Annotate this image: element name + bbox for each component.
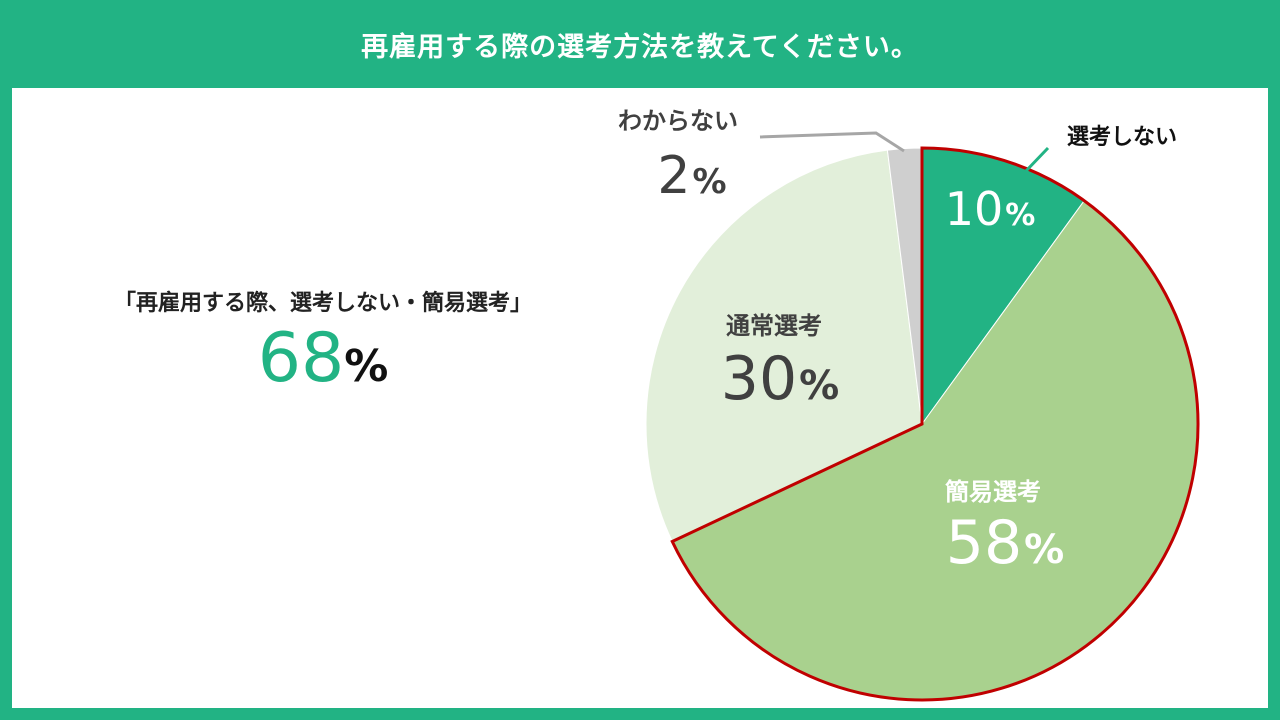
slice-label-3: 通常選考 bbox=[726, 312, 822, 340]
slice-label-1: 選考しない bbox=[1067, 125, 1177, 150]
slice-label-4: わからない bbox=[618, 107, 738, 135]
slice-value-4: 2% bbox=[657, 146, 726, 206]
summary-number: 68 bbox=[257, 319, 345, 398]
highlight-outline bbox=[670, 146, 1200, 702]
summary-unit: % bbox=[344, 341, 389, 392]
callout-line-4 bbox=[759, 131, 905, 153]
slice-value-3: 30% bbox=[721, 344, 839, 414]
pie-slice-3 bbox=[645, 149, 923, 543]
slice-value-2: 58% bbox=[946, 508, 1064, 578]
callout-line-1 bbox=[1023, 146, 1050, 174]
summary-label: 「再雇用する際、選考しない・簡易選考」 bbox=[113, 291, 532, 316]
slice-label-2: 簡易選考 bbox=[945, 478, 1041, 506]
slice-value-1: 10% bbox=[945, 182, 1036, 236]
summary-value: 68% bbox=[83, 325, 563, 393]
page-title: 再雇用する際の選考方法を教えてください。 bbox=[361, 31, 919, 63]
